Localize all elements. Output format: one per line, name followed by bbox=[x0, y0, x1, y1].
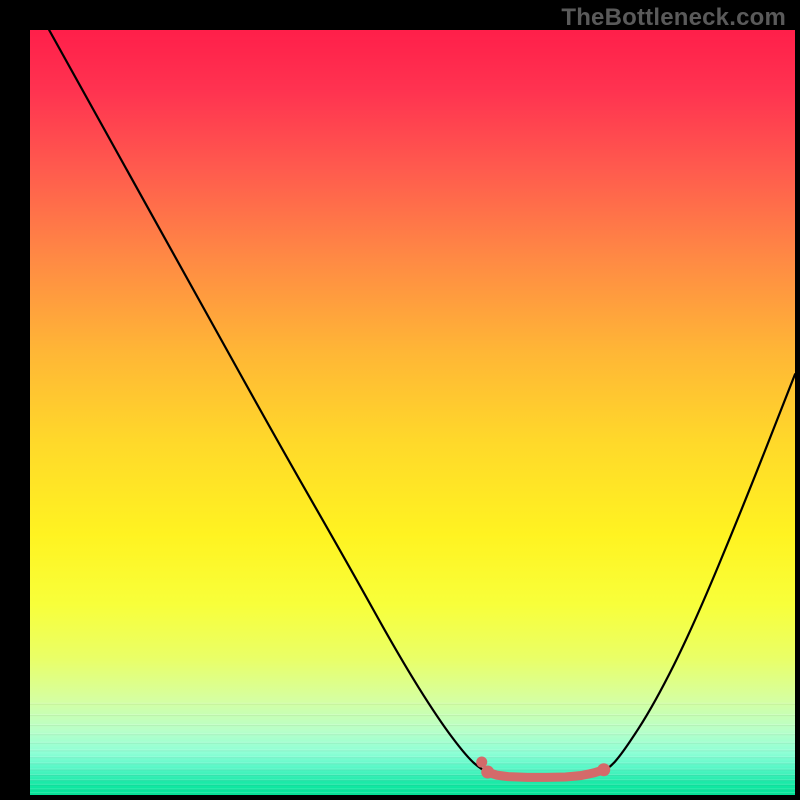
chart-svg bbox=[30, 30, 795, 795]
figure-root: TheBottleneck.com bbox=[0, 0, 800, 800]
valley-marker-dot-left bbox=[481, 766, 494, 779]
plot-area bbox=[30, 30, 795, 795]
valley-marker-dot-right bbox=[597, 763, 610, 776]
watermark-text: TheBottleneck.com bbox=[561, 4, 786, 32]
valley-marker-dot-left-upper bbox=[476, 757, 487, 768]
gradient-background bbox=[30, 30, 795, 795]
